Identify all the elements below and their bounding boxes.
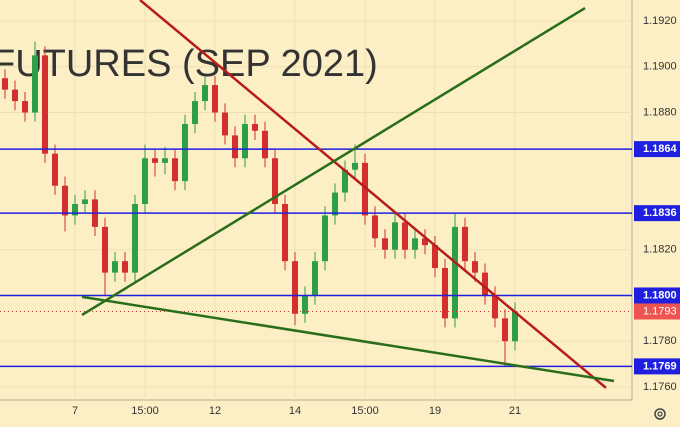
candle-body [512,311,518,342]
x-tick-label: 15:00 [131,405,159,417]
candle-body [352,162,358,170]
candle-body [252,123,258,131]
level-label-box [634,205,680,222]
candle-body [362,162,368,216]
candle-body [142,158,148,205]
trend-line [81,295,615,383]
level-label-box [634,358,680,375]
candle-body [432,245,438,269]
candle-body [272,158,278,205]
candle-body [222,112,228,136]
level-label: 1.1864 [643,143,678,155]
last-price-label: 1.1793 [643,305,677,317]
candle-body [382,238,388,250]
candle-body [72,204,78,216]
candle-body [202,85,208,102]
candle-body [332,192,338,216]
candle-body [442,268,448,319]
y-tick-label: 1.1780 [643,335,677,347]
candle-body [52,153,58,186]
level-label-box [634,141,680,158]
x-tick-label: 21 [509,405,521,417]
candle-body [302,295,308,314]
x-tick-label: 7 [72,405,78,417]
candle-body [182,123,188,182]
candle-body [462,226,468,262]
candle-body [132,204,138,273]
level-label: 1.1836 [643,207,677,219]
candle-body [392,222,398,250]
x-tick-label: 14 [289,405,301,417]
candle-body [482,272,488,296]
watermark: FUTURES (SEP 2021) [0,43,378,85]
candle-body [32,55,38,113]
candle-body [492,295,498,319]
candle-body [472,261,478,273]
candle-body [12,89,18,102]
candle-body [62,185,68,216]
candle-body [192,101,198,124]
candle-body [122,261,128,273]
candle-body [422,238,428,246]
candle-body [232,135,238,159]
x-tick-label: 15:00 [351,405,379,417]
candle-body [162,158,168,163]
candle-body [322,215,328,262]
candle-body [22,101,28,113]
y-tick-label: 1.1820 [643,244,677,256]
trend-line [139,0,607,389]
candle-body [292,261,298,314]
settings-icon[interactable] [654,408,666,420]
candle-body [312,261,318,296]
candle-body [1,78,8,90]
x-tick-label: 19 [429,405,441,417]
level-label: 1.1769 [643,360,677,372]
candle-body [42,55,48,154]
y-tick-label: 1.1920 [643,15,677,27]
candle-body [82,199,88,205]
last-price-box [634,303,680,320]
candle-body [412,238,418,250]
candle-body [242,123,248,159]
y-tick-label: 1.1900 [643,61,677,73]
candle-body [102,226,108,273]
candle-body [502,318,508,342]
candle-body [282,204,288,262]
candle-body [172,158,178,182]
candle-body [342,169,348,193]
candle-body [212,85,218,113]
trend-line [81,6,586,316]
y-tick-label: 1.1880 [643,106,677,118]
candle-body [402,222,408,250]
level-label-box [634,287,680,304]
y-tick-label: 1.1760 [643,381,677,393]
level-label: 1.1800 [643,289,677,301]
candle-body [152,158,158,163]
candle-body [112,261,118,273]
candle-body [452,226,458,319]
x-tick-label: 12 [209,405,221,417]
candle-body [262,130,268,159]
candle-body [372,215,378,239]
